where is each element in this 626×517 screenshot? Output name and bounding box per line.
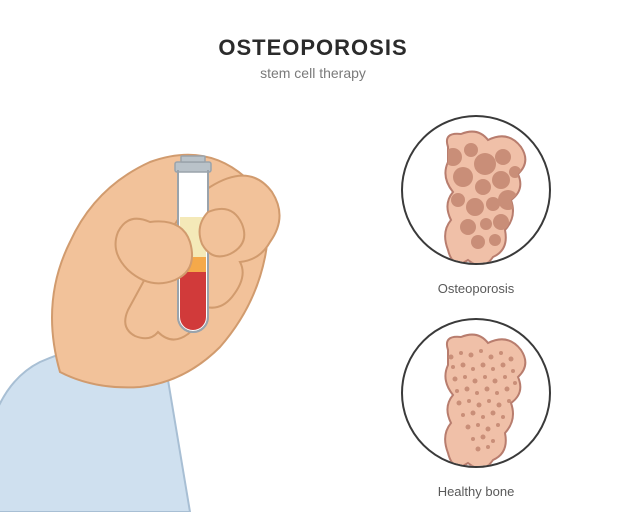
bone-comparison-panel: Osteoporosis Healthy bone [386,115,566,511]
osteoporosis-bone-circle [401,115,551,265]
hand-holding-tube-illustration [0,92,360,517]
title-block: OSTEOPOROSIS stem cell therapy [0,35,626,81]
healthy-bone-circle [401,318,551,468]
healthy-bone-label: Healthy bone [438,484,515,499]
subtitle: stem cell therapy [0,65,626,81]
osteoporosis-label: Osteoporosis [438,281,515,296]
main-title: OSTEOPOROSIS [0,35,626,61]
